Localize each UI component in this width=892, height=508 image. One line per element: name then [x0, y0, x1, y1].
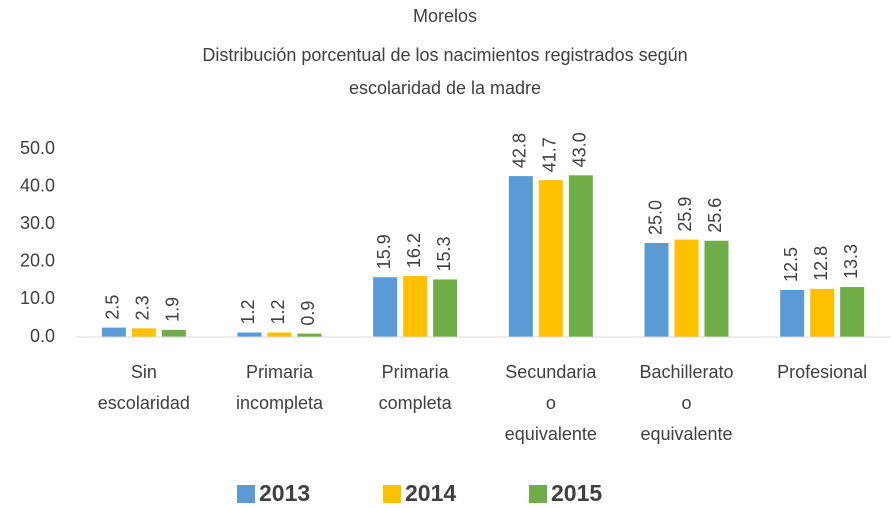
y-tick-label: 10.0: [20, 288, 55, 308]
bar: [237, 332, 262, 337]
bar: [297, 333, 322, 337]
data-label: 12.8: [811, 246, 831, 281]
data-label: 25.0: [645, 200, 665, 235]
bar: [810, 288, 835, 337]
data-label: 15.9: [374, 234, 394, 269]
bar: [403, 276, 428, 337]
bar: [373, 277, 398, 337]
bar: [568, 175, 593, 337]
data-label: 41.7: [540, 137, 560, 172]
x-tick-label: incompleta: [236, 393, 324, 413]
x-tick-label: completa: [379, 393, 453, 413]
x-tick-label: Secundaria: [505, 362, 597, 382]
data-label: 43.0: [570, 132, 590, 167]
bar: [267, 332, 292, 337]
legend-swatch: [383, 485, 401, 503]
y-tick-label: 0.0: [30, 326, 55, 346]
x-tick-label: Profesional: [777, 362, 867, 382]
bar: [704, 240, 729, 337]
chart-title: Morelos: [413, 6, 477, 26]
bar: [538, 180, 563, 337]
data-label: 25.6: [705, 198, 725, 233]
legend-label: 2015: [551, 480, 602, 506]
bar: [101, 327, 126, 337]
x-tick-label: escolaridad: [98, 393, 190, 413]
data-label: 1.9: [163, 297, 183, 322]
data-label: 16.2: [404, 233, 424, 268]
x-tick-label: Sin: [131, 362, 157, 382]
data-label: 12.5: [781, 247, 801, 282]
data-label: 15.3: [434, 236, 454, 271]
data-label: 2.5: [103, 295, 123, 320]
data-label: 2.3: [133, 295, 153, 320]
legend-label: 2013: [259, 480, 310, 506]
x-tick-label: Primaria: [246, 362, 314, 382]
bar: [508, 176, 533, 337]
bar: [644, 243, 669, 337]
legend-swatch: [237, 485, 255, 503]
data-label: 1.2: [238, 299, 258, 324]
bar: [840, 286, 865, 337]
data-label: 42.8: [510, 133, 530, 168]
bar: [674, 239, 699, 337]
chart-subtitle: escolaridad de la madre: [349, 78, 541, 98]
bar: [131, 328, 156, 337]
y-tick-label: 50.0: [20, 138, 55, 158]
data-label: 0.9: [298, 301, 318, 326]
y-tick-label: 20.0: [20, 251, 55, 271]
data-label: 1.2: [268, 299, 288, 324]
chart-subtitle: Distribución porcentual de los nacimient…: [202, 45, 687, 65]
bar: [161, 329, 186, 337]
x-tick-label: equivalente: [505, 424, 597, 444]
y-tick-label: 30.0: [20, 213, 55, 233]
data-label: 13.3: [841, 244, 861, 279]
x-tick-label: Bachillerato: [639, 362, 733, 382]
bar: [780, 290, 805, 337]
legend-swatch: [529, 485, 547, 503]
x-tick-label: o: [681, 393, 691, 413]
legend-label: 2014: [405, 480, 456, 506]
x-tick-label: equivalente: [640, 424, 732, 444]
x-tick-label: o: [546, 393, 556, 413]
bar: [433, 279, 458, 337]
data-label: 25.9: [675, 197, 695, 232]
y-tick-label: 40.0: [20, 175, 55, 195]
x-tick-label: Primaria: [382, 362, 450, 382]
